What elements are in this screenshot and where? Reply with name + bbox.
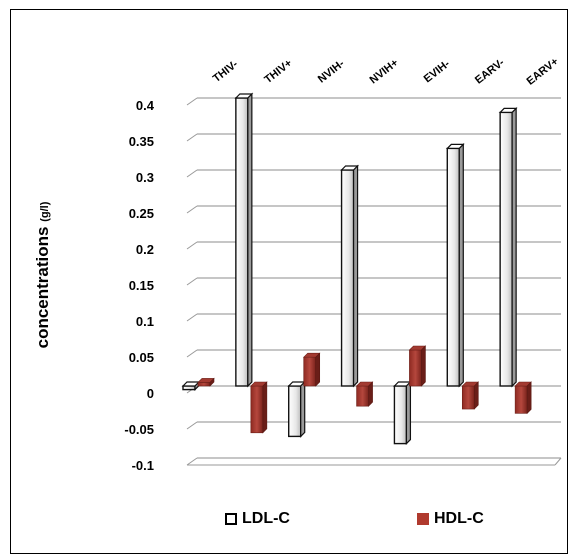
legend-item-hdl: HDL-C [417,510,484,528]
y-tick-label: 0.4 [136,98,155,113]
bar-hdl-c-nvih- [302,352,321,387]
bar-ldl-c-nvih- [287,380,307,438]
y-tick-label: 0 [147,386,154,401]
grid-line-side [186,205,198,214]
x-category-label: EARV+ [525,56,561,88]
y-tick-label: 0.25 [129,206,154,221]
x-category-label: EVIH- [422,58,453,86]
grid-line-side [186,349,198,358]
x-category-label: THIV+ [262,57,294,86]
y-tick-label: 0.2 [136,242,154,257]
bar-chart: -0.1 -0.05 0 0.05 0.1 0.15 0.2 0.25 0.3 0.35 0.4 T… [124,56,562,473]
y-tick-label: 0.3 [136,170,154,185]
y-tick-label: 0.05 [129,350,154,365]
bar-ldl-c-thiv- [181,380,201,392]
bar-hdl-c-nvih- [355,381,374,407]
bar-ldl-c-earv- [445,142,465,388]
x-category-labels: THIV- THIV+ NVIH- NVIH+ EVIH- EARV- EARV+ [211,56,561,88]
bar-ldl-c-evih- [392,380,412,446]
grid-line-side [186,241,198,250]
grid-line-side [186,277,198,286]
grid-line-side [186,133,198,142]
bar-hdl-c-thiv- [250,381,268,434]
legend-item-ldl: LDL-C [225,510,290,528]
grid-line-side [186,313,198,322]
x-category-label: THIV- [211,58,241,85]
axis-floor-edge [554,457,562,466]
legend-label-ldl: LDL-C [242,510,290,527]
y-tick-label: 0.15 [129,278,154,293]
legend-swatch-hdl [417,513,429,525]
bar-hdl-c-thiv- [197,377,215,387]
x-category-label: EARV- [473,56,507,86]
legend-swatch-ldl [225,513,237,525]
bars [181,92,532,446]
y-tick-label: 0.1 [136,314,154,329]
grid-line-side [186,169,198,178]
bar-hdl-c-earv- [514,381,532,415]
y-axis-label: concentrations (g/l) [33,201,52,349]
chart-frame: -0.1 -0.05 0 0.05 0.1 0.15 0.2 0.25 0.3 0.35 0.4 T… [10,9,568,554]
legend-label-hdl: HDL-C [434,510,484,527]
grid-line-side [186,457,198,466]
grid-line-side [186,97,198,106]
bar-ldl-c-earv- [498,106,518,388]
bar-ldl-c-thiv- [234,92,254,388]
y-tick-label: -0.1 [132,458,154,473]
grid-line-side [186,421,198,430]
y-tick-label: 0.35 [129,134,154,149]
bar-hdl-c-evih- [408,345,427,387]
x-category-label: NVIH- [316,57,347,85]
bar-hdl-c-earv- [461,381,480,410]
y-tick-label: -0.05 [124,422,154,437]
x-category-label: NVIH+ [368,57,401,87]
y-tick-labels: -0.1 -0.05 0 0.05 0.1 0.15 0.2 0.25 0.3 0.35 0.4 [124,98,154,473]
bar-ldl-c-nvih- [340,164,360,388]
